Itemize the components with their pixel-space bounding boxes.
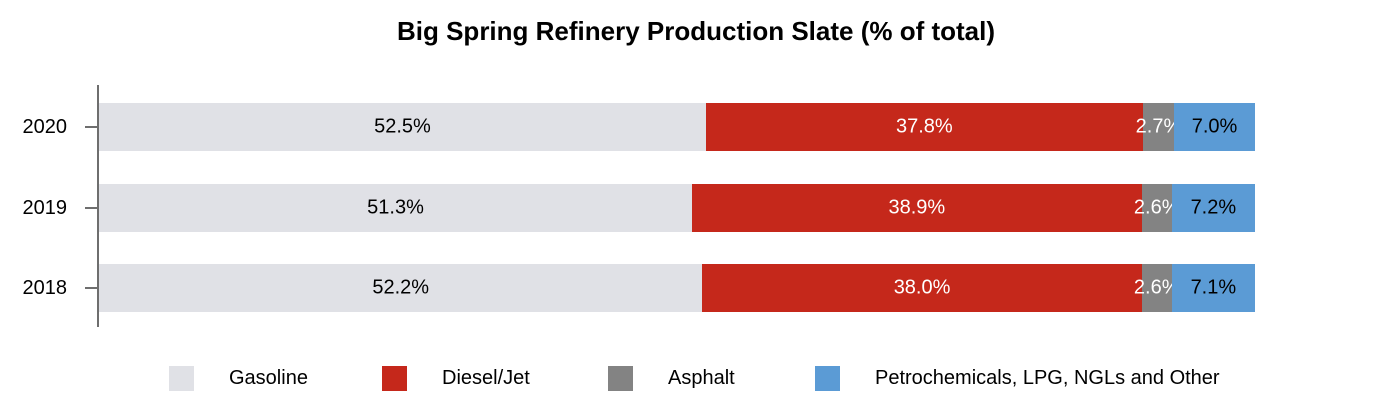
- legend-label: Asphalt: [668, 366, 735, 389]
- segment-value-label: 7.0%: [1191, 115, 1238, 138]
- bar-segment-petrochemicals: 7.0%: [1174, 103, 1255, 151]
- segment-value-label: 37.8%: [896, 115, 953, 138]
- asphalt-swatch-icon: [608, 365, 633, 391]
- legend-label: Diesel/Jet: [442, 366, 530, 389]
- y-axis-label-2020: 2020: [22, 115, 68, 138]
- legend-item-gasoline: Gasoline: [169, 365, 308, 391]
- gasoline-swatch-icon: [169, 365, 194, 391]
- bar-segment-petrochemicals: 7.1%: [1171, 264, 1255, 312]
- stacked-bar-2019: 51.3% 38.9% 2.6% 7.2%: [99, 184, 1255, 232]
- bar-segment-petrochemicals: 7.2%: [1171, 184, 1255, 232]
- segment-value-label: 51.3%: [367, 196, 424, 219]
- segment-value-label: 7.1%: [1190, 276, 1237, 299]
- bar-segment-asphalt: 2.6%: [1134, 264, 1180, 312]
- bar-segment-diesel-jet: 38.9%: [692, 184, 1142, 232]
- segment-value-label: 38.9%: [888, 196, 946, 219]
- legend-item-petrochemicals: Petrochemicals, LPG, NGLs and Other: [815, 365, 1220, 391]
- bar-segment-diesel-jet: 37.8%: [705, 103, 1143, 151]
- bar-row-2019: 2019 51.3% 38.9% 2.6% 7.2%: [0, 184, 1392, 232]
- axis-tick: [85, 287, 97, 289]
- axis-tick: [85, 126, 97, 128]
- segment-value-label: 38.0%: [893, 276, 951, 299]
- bar-segment-asphalt: 2.6%: [1134, 184, 1180, 232]
- axis-tick: [85, 207, 97, 209]
- segment-value-label: 2.6%: [1133, 276, 1180, 299]
- segment-value-label: 52.2%: [372, 276, 430, 299]
- diesel-jet-swatch-icon: [382, 365, 407, 391]
- bar-segment-gasoline: 52.5%: [99, 103, 706, 151]
- segment-value-label: 52.5%: [374, 115, 431, 138]
- segment-value-label: 7.2%: [1190, 196, 1237, 219]
- petrochemicals-swatch-icon: [815, 365, 840, 391]
- segment-value-label: 2.6%: [1133, 196, 1180, 219]
- legend: Gasoline Diesel/Jet Asphalt Petrochemica…: [0, 365, 1392, 391]
- segment-value-label: 2.7%: [1135, 115, 1182, 138]
- stacked-bar-2018: 52.2% 38.0% 2.6% 7.1%: [99, 264, 1255, 312]
- bar-segment-gasoline: 52.2%: [99, 264, 703, 312]
- legend-label: Petrochemicals, LPG, NGLs and Other: [875, 366, 1220, 389]
- stacked-bar-2020: 52.5% 37.8% 2.7% 7.0%: [99, 103, 1255, 151]
- legend-item-diesel-jet: Diesel/Jet: [382, 365, 530, 391]
- y-axis-label-2018: 2018: [22, 276, 68, 299]
- y-axis-label-2019: 2019: [22, 196, 68, 219]
- legend-label: Gasoline: [229, 366, 308, 389]
- bar-segment-gasoline: 51.3%: [99, 184, 693, 232]
- chart-title: Big Spring Refinery Production Slate (% …: [396, 16, 996, 46]
- legend-item-asphalt: Asphalt: [608, 365, 735, 391]
- bar-row-2018: 2018 52.2% 38.0% 2.6% 7.1%: [0, 264, 1392, 312]
- bar-segment-diesel-jet: 38.0%: [702, 264, 1142, 312]
- y-axis-line: [97, 85, 99, 327]
- bar-segment-asphalt: 2.7%: [1136, 103, 1181, 151]
- bar-row-2020: 2020 52.5% 37.8% 2.7% 7.0%: [0, 103, 1392, 151]
